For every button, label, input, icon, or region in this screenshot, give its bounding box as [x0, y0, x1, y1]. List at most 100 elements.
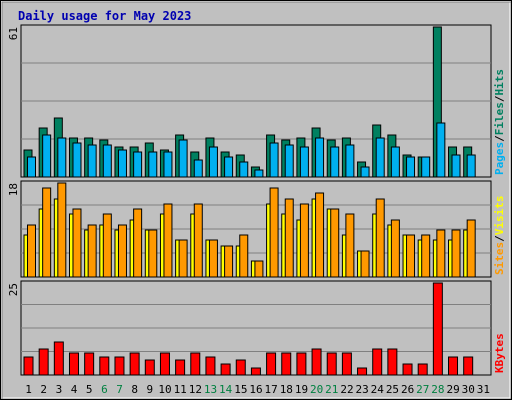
- x-tick-label: 31: [477, 383, 490, 396]
- bar-sites-17: [269, 187, 279, 278]
- bar-sites-30: [466, 219, 476, 278]
- bar-sites-18: [284, 198, 294, 278]
- bar-kbytes-13: [205, 356, 216, 376]
- bar-sites-12: [193, 203, 203, 278]
- bar-hits-14: [224, 156, 234, 178]
- x-tick-label: 1: [25, 383, 32, 396]
- bar-kbytes-6: [99, 356, 110, 376]
- x-tick-label: 9: [147, 383, 154, 396]
- x-tick-label: 17: [265, 383, 278, 396]
- x-tick-label: 24: [371, 383, 385, 396]
- bar-kbytes-15: [235, 359, 246, 376]
- bar-sites-20: [315, 192, 325, 278]
- x-tick-label: 20: [310, 383, 323, 396]
- y-max-label: 18: [7, 183, 20, 196]
- bar-sites-5: [87, 224, 97, 278]
- x-tick-label: 23: [356, 383, 369, 396]
- bar-hits-25: [390, 146, 400, 178]
- y-axis-label-part: /: [493, 235, 506, 242]
- y-axis-label-part: Sites: [493, 242, 506, 275]
- bar-sites-26: [406, 234, 416, 278]
- x-tick-label: 29: [446, 383, 459, 396]
- x-tick-label: 18: [280, 383, 293, 396]
- bar-sites-23: [360, 250, 370, 278]
- bar-kbytes-3: [53, 341, 64, 376]
- bar-sites-9: [148, 229, 158, 278]
- bar-sites-22: [345, 213, 355, 278]
- x-tick-label: 19: [295, 383, 308, 396]
- y-axis-label-part: Pages: [493, 142, 506, 175]
- x-tick-label: 3: [56, 383, 63, 396]
- bar-hits-24: [375, 137, 385, 178]
- bar-kbytes-12: [190, 352, 201, 376]
- x-tick-label: 30: [462, 383, 475, 396]
- bar-hits-21: [330, 146, 340, 178]
- bar-sites-1: [27, 224, 36, 278]
- bar-sites-6: [102, 213, 112, 278]
- x-tick-label: 22: [340, 383, 353, 396]
- bar-hits-9: [148, 151, 158, 178]
- y-axis-label: KBytes: [493, 333, 506, 373]
- bar-kbytes-21: [326, 352, 337, 376]
- x-tick-label: 2: [40, 383, 47, 396]
- x-tick-label: 11: [174, 383, 187, 396]
- bar-hits-16: [254, 169, 264, 178]
- panel-sites-visits: 18 Sites/Visits: [7, 180, 506, 278]
- bar-kbytes-28: [432, 282, 443, 376]
- bar-kbytes-18: [281, 352, 292, 376]
- bar-kbytes-22: [341, 352, 352, 376]
- x-tick-label: 4: [71, 383, 78, 396]
- bar-hits-28: [436, 122, 446, 178]
- chart-title: Daily usage for May 2023: [18, 9, 191, 23]
- bar-hits-8: [133, 151, 143, 178]
- bar-hits-12: [193, 159, 203, 178]
- bar-hits-11: [178, 139, 188, 178]
- bar-sites-11: [178, 239, 188, 278]
- bar-kbytes-24: [372, 348, 383, 376]
- bar-kbytes-30: [463, 356, 474, 376]
- bar-kbytes-10: [159, 352, 170, 376]
- y-axis-label: Pages/Files/Hits: [493, 69, 506, 175]
- bar-kbytes-26: [402, 363, 413, 376]
- bar-sites-4: [72, 208, 82, 278]
- x-tick-label: 13: [204, 383, 217, 396]
- x-tick-label: 16: [249, 383, 262, 396]
- bar-kbytes-11: [175, 359, 186, 376]
- x-tick-label: 8: [131, 383, 138, 396]
- x-tick-label: 7: [116, 383, 123, 396]
- x-tick-label: 6: [101, 383, 108, 396]
- bar-kbytes-2: [38, 348, 49, 376]
- bar-hits-1: [27, 156, 36, 178]
- bar-sites-3: [57, 182, 67, 278]
- bar-hits-13: [208, 146, 218, 178]
- bar-sites-27: [421, 234, 431, 278]
- x-tick-label: 27: [416, 383, 429, 396]
- bar-hits-10: [163, 151, 173, 178]
- bar-hits-19: [299, 146, 309, 178]
- bar-kbytes-16: [250, 367, 261, 376]
- bar-hits-22: [345, 144, 355, 178]
- bar-hits-23: [360, 166, 370, 178]
- bar-sites-21: [330, 208, 340, 278]
- bar-kbytes-29: [448, 356, 459, 376]
- y-max-label: 25: [7, 283, 20, 296]
- bar-sites-10: [163, 203, 173, 278]
- bar-kbytes-9: [144, 359, 155, 376]
- y-axis-label-part: Hits: [493, 69, 506, 96]
- x-tick-label: 5: [86, 383, 93, 396]
- x-tick-label: 12: [189, 383, 202, 396]
- bar-kbytes-17: [266, 352, 277, 376]
- bar-kbytes-1: [23, 356, 34, 376]
- bar-sites-14: [224, 245, 234, 278]
- bar-hits-5: [87, 144, 97, 178]
- bar-hits-17: [269, 142, 279, 178]
- bar-hits-18: [284, 144, 294, 178]
- x-tick-label: 10: [158, 383, 171, 396]
- bar-sites-19: [299, 203, 309, 278]
- bar-hits-27: [421, 156, 431, 178]
- bar-sites-24: [375, 198, 385, 278]
- x-tick-label: 14: [219, 383, 233, 396]
- bar-sites-7: [117, 224, 127, 278]
